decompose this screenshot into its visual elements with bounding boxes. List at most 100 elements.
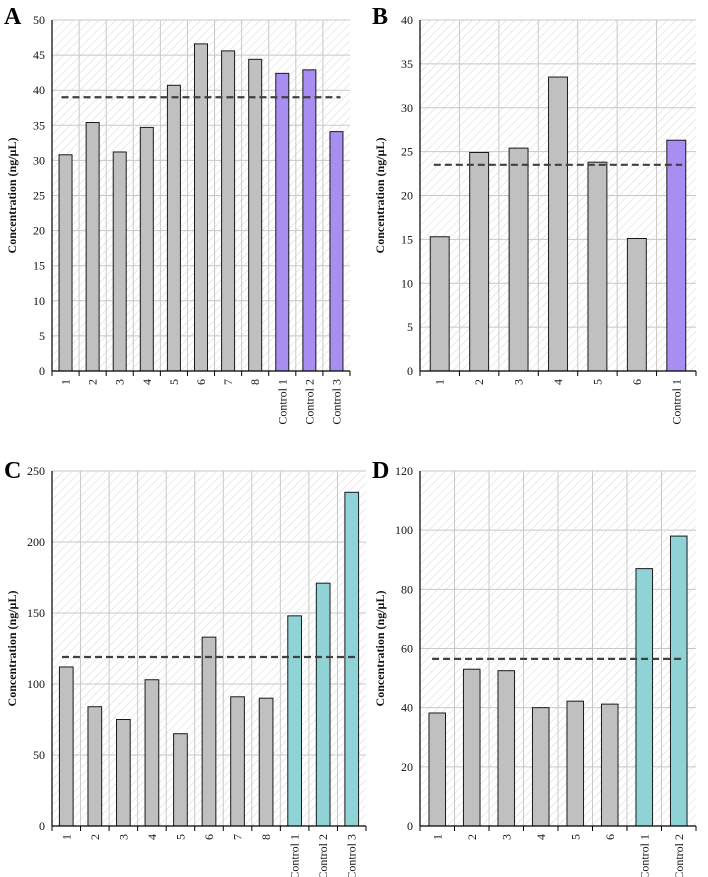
y-tick-label-a: 40 [33, 83, 45, 97]
x-tick-label-c: 3 [116, 834, 130, 840]
panel-letter-a: A [4, 4, 22, 30]
panel-letter-b: B [372, 4, 389, 30]
bar-a-6 [193, 43, 209, 372]
x-tick-label-d: 2 [465, 834, 479, 840]
bar-a-control-3 [329, 131, 344, 372]
y-tick-label-b: 30 [401, 101, 413, 115]
bar-a-control-1 [275, 72, 290, 372]
y-tick-label-d: 40 [401, 701, 413, 715]
bar-a-4 [139, 126, 154, 372]
y-tick-label-b: 0 [407, 364, 413, 378]
bar-a-3 [112, 151, 127, 372]
bar-c-1 [58, 666, 74, 827]
bar-a-7 [221, 50, 236, 372]
x-tick-label-c: Control 3 [345, 834, 359, 877]
x-tick-label-a: Control 2 [302, 379, 316, 425]
bar-d-control-2 [669, 535, 688, 827]
bar-b-4 [548, 76, 568, 372]
bar-b-2 [469, 152, 490, 372]
y-tick-label-d: 0 [407, 819, 413, 833]
bar-d-2 [462, 668, 481, 827]
y-tick-label-b: 15 [401, 232, 413, 246]
bar-c-control-3 [344, 491, 360, 827]
bar-a-control-2 [302, 69, 317, 372]
x-tick-label-c: 4 [145, 834, 159, 840]
y-tick-label-a: 50 [33, 13, 45, 27]
bar-c-control-2 [315, 582, 331, 827]
y-tick-label-b: 25 [401, 145, 413, 159]
x-tick-label-c: 8 [259, 834, 273, 840]
bar-b-control-1 [666, 139, 687, 372]
bar-b-5 [587, 161, 608, 372]
y-tick-label-a: 30 [33, 153, 45, 167]
y-tick-label-d: 100 [395, 523, 413, 537]
y-tick-label-b: 35 [401, 57, 413, 71]
bar-b-6 [626, 237, 647, 372]
bar-c-2 [87, 706, 103, 827]
bar-b-1 [429, 236, 450, 372]
bar-c-control-1 [287, 615, 302, 827]
y-axis-label-c: Concentration (ng/µL) [5, 591, 19, 707]
bar-c-8 [258, 697, 274, 827]
x-tick-label-a: 4 [140, 379, 154, 385]
y-tick-label-b: 20 [401, 189, 413, 203]
y-tick-label-b: 40 [401, 13, 413, 27]
x-tick-label-c: Control 1 [288, 834, 302, 877]
bar-c-6 [201, 636, 217, 827]
x-tick-label-c: Control 2 [316, 834, 330, 877]
x-tick-label-d: 5 [568, 834, 582, 840]
y-tick-label-a: 5 [39, 329, 45, 343]
x-tick-label-c: 6 [202, 834, 216, 840]
bar-c-3 [116, 719, 131, 827]
x-tick-label-b: 2 [472, 379, 486, 385]
x-tick-label-b: 6 [630, 379, 644, 385]
x-tick-label-c: 5 [173, 834, 187, 840]
x-tick-label-d: 3 [499, 834, 513, 840]
x-tick-label-a: 5 [167, 379, 181, 385]
y-tick-label-c: 100 [27, 677, 45, 691]
y-tick-label-a: 25 [33, 189, 45, 203]
x-tick-label-d: 1 [430, 834, 444, 840]
panel-letter-d: D [372, 458, 390, 484]
y-tick-label-d: 80 [401, 582, 413, 596]
x-tick-label-b: Control 1 [669, 379, 683, 425]
panel-letter-c: C [4, 458, 22, 484]
y-tick-label-a: 15 [33, 259, 45, 273]
y-tick-label-c: 50 [33, 748, 45, 762]
y-tick-label-c: 150 [27, 606, 45, 620]
chart-panel-c: 0 50 100 150 200 250 1 2 3 4 5 6 7 8 Control 1 Control … [5, 464, 367, 877]
y-tick-label-d: 60 [401, 642, 413, 656]
y-tick-label-c: 250 [27, 464, 45, 478]
y-tick-label-a: 20 [33, 224, 45, 238]
bar-d-1 [428, 712, 447, 827]
x-tick-label-b: 5 [590, 379, 604, 385]
x-tick-label-d: 4 [534, 834, 548, 840]
x-tick-label-a: 2 [86, 379, 100, 385]
x-tick-label-a: 3 [113, 379, 127, 385]
y-tick-label-c: 200 [27, 535, 45, 549]
bar-c-5 [173, 733, 188, 827]
y-axis-label-a: Concentration (ng/µL) [5, 138, 19, 254]
y-tick-label-d: 20 [401, 760, 413, 774]
x-tick-label-a: 1 [59, 379, 73, 385]
x-tick-label-c: 7 [231, 834, 245, 840]
bar-d-5 [566, 700, 585, 827]
x-tick-label-d: Control 1 [637, 834, 651, 877]
y-tick-label-b: 10 [401, 276, 413, 290]
bar-c-4 [144, 679, 160, 827]
x-tick-label-b: 3 [512, 379, 526, 385]
y-tick-label-b: 5 [407, 320, 413, 334]
bar-d-6 [600, 703, 619, 827]
bar-d-control-1 [635, 568, 654, 827]
x-tick-label-b: 4 [551, 379, 565, 385]
x-tick-label-a: 6 [194, 379, 208, 385]
chart-panel-d: 0 20 40 60 80 100 120 1 2 3 4 5 6 Control 1 Control 2 C… [373, 464, 697, 877]
x-tick-label-a: Control 1 [275, 379, 289, 425]
bar-c-7 [230, 696, 245, 827]
bar-d-4 [531, 707, 550, 827]
y-tick-label-a: 0 [39, 364, 45, 378]
bar-d-3 [497, 670, 516, 827]
